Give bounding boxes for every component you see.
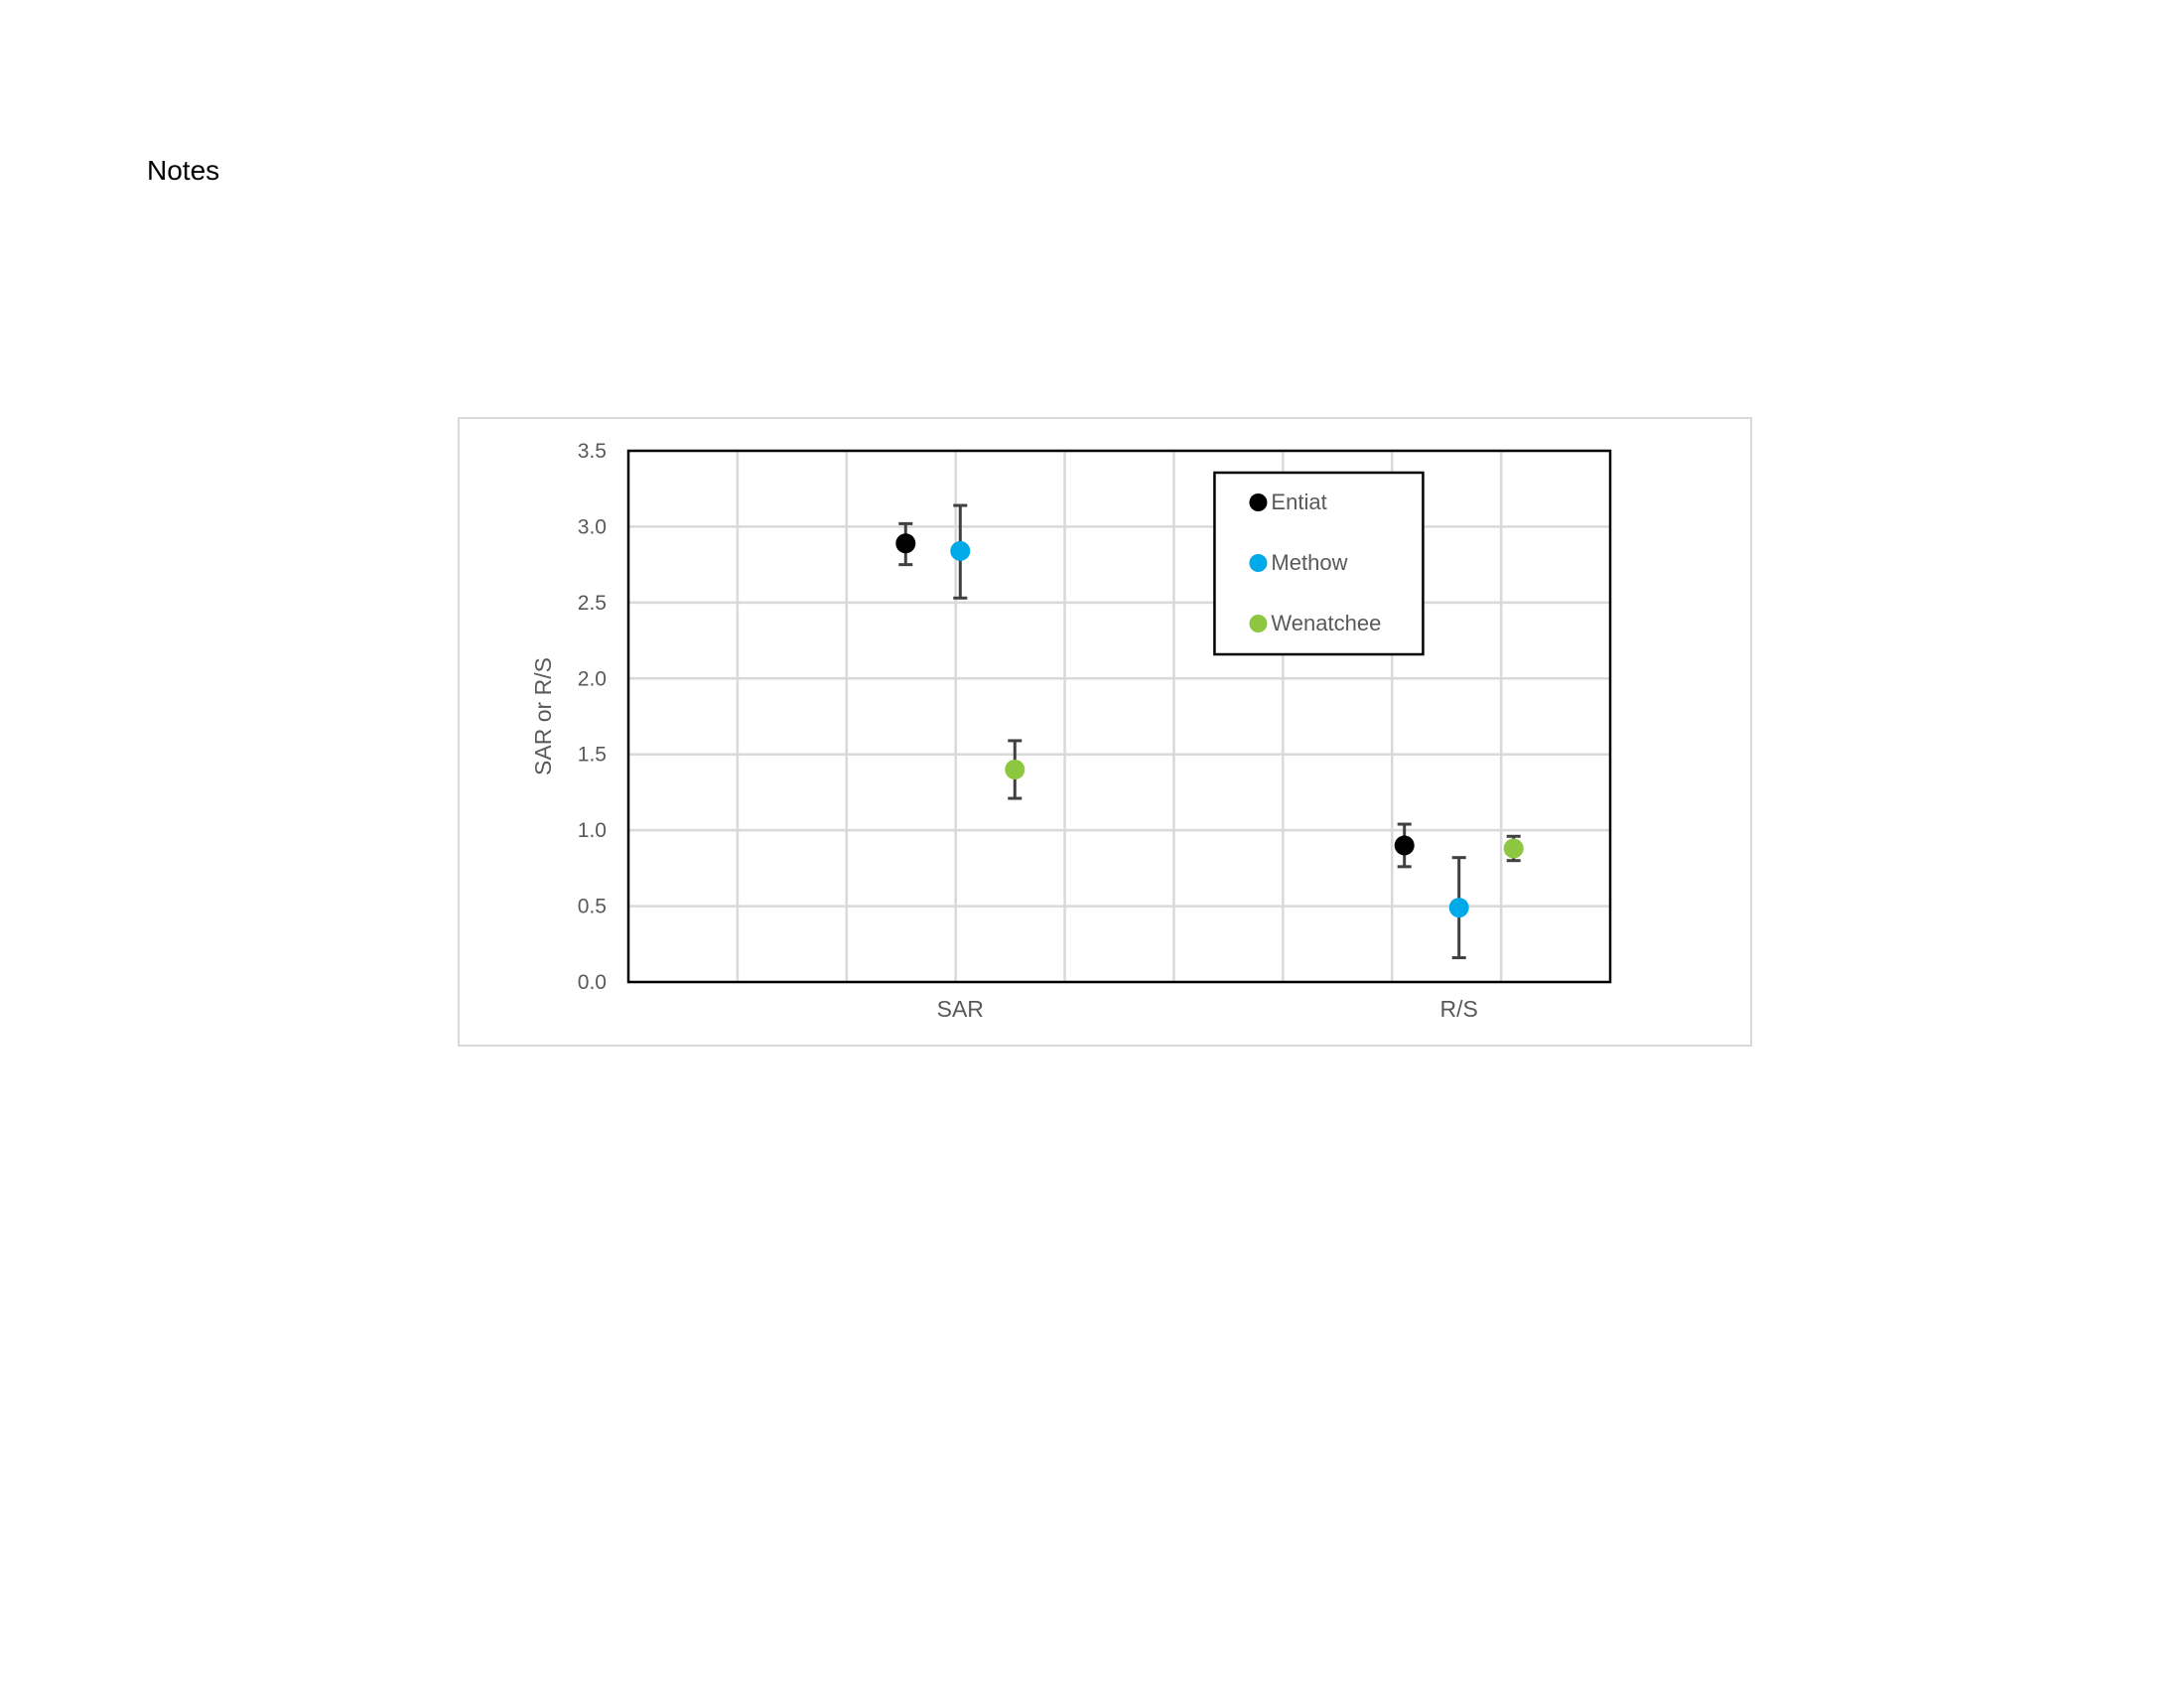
y-axis-title: SAR or R/S bbox=[530, 657, 556, 775]
category-labels: SAR R/S bbox=[937, 996, 1478, 1022]
category-label: SAR bbox=[937, 996, 984, 1022]
legend-box bbox=[1213, 471, 1425, 656]
legend-marker bbox=[1249, 554, 1268, 572]
y-tick-label: 2.5 bbox=[578, 592, 607, 615]
grid-layer bbox=[628, 449, 1610, 984]
category-label: R/S bbox=[1440, 996, 1478, 1022]
data-point bbox=[1005, 760, 1025, 779]
legend-label: Wenatchee bbox=[1271, 611, 1381, 635]
data-point bbox=[895, 533, 916, 554]
y-tick-label: 1.5 bbox=[578, 744, 607, 767]
y-tick-label: 1.0 bbox=[578, 819, 607, 842]
legend-marker bbox=[1249, 615, 1268, 633]
data-point bbox=[1394, 835, 1415, 856]
series-wenatchee bbox=[1005, 739, 1524, 863]
y-tick-label: 2.0 bbox=[578, 667, 607, 690]
notes-label: Notes bbox=[147, 155, 220, 186]
y-tick-label: 3.0 bbox=[578, 515, 607, 538]
legend: Entiat Methow Wenatchee bbox=[1213, 471, 1425, 656]
y-tick-label: 3.5 bbox=[578, 440, 607, 463]
data-point bbox=[1503, 838, 1524, 859]
legend-label: Methow bbox=[1271, 550, 1347, 575]
legend-label: Entiat bbox=[1271, 490, 1326, 514]
y-tick-label: 0.0 bbox=[578, 971, 607, 994]
series-methow bbox=[950, 503, 1469, 960]
legend-marker bbox=[1249, 493, 1268, 511]
y-tick-label: 0.5 bbox=[578, 896, 607, 918]
chart-frame: 0.0 0.5 1.0 1.5 2.0 2.5 3.0 3.5 SAR R/S SAR or R… bbox=[458, 417, 1752, 1047]
y-tick-labels: 0.0 0.5 1.0 1.5 2.0 2.5 3.0 3.5 bbox=[578, 440, 607, 994]
chart-svg: 0.0 0.5 1.0 1.5 2.0 2.5 3.0 3.5 SAR R/S SAR or R… bbox=[530, 440, 1612, 1022]
series-entiat bbox=[895, 521, 1415, 869]
plot-border bbox=[626, 449, 1612, 984]
series-layer bbox=[895, 503, 1524, 960]
data-point bbox=[950, 540, 971, 561]
data-point bbox=[1448, 898, 1469, 918]
